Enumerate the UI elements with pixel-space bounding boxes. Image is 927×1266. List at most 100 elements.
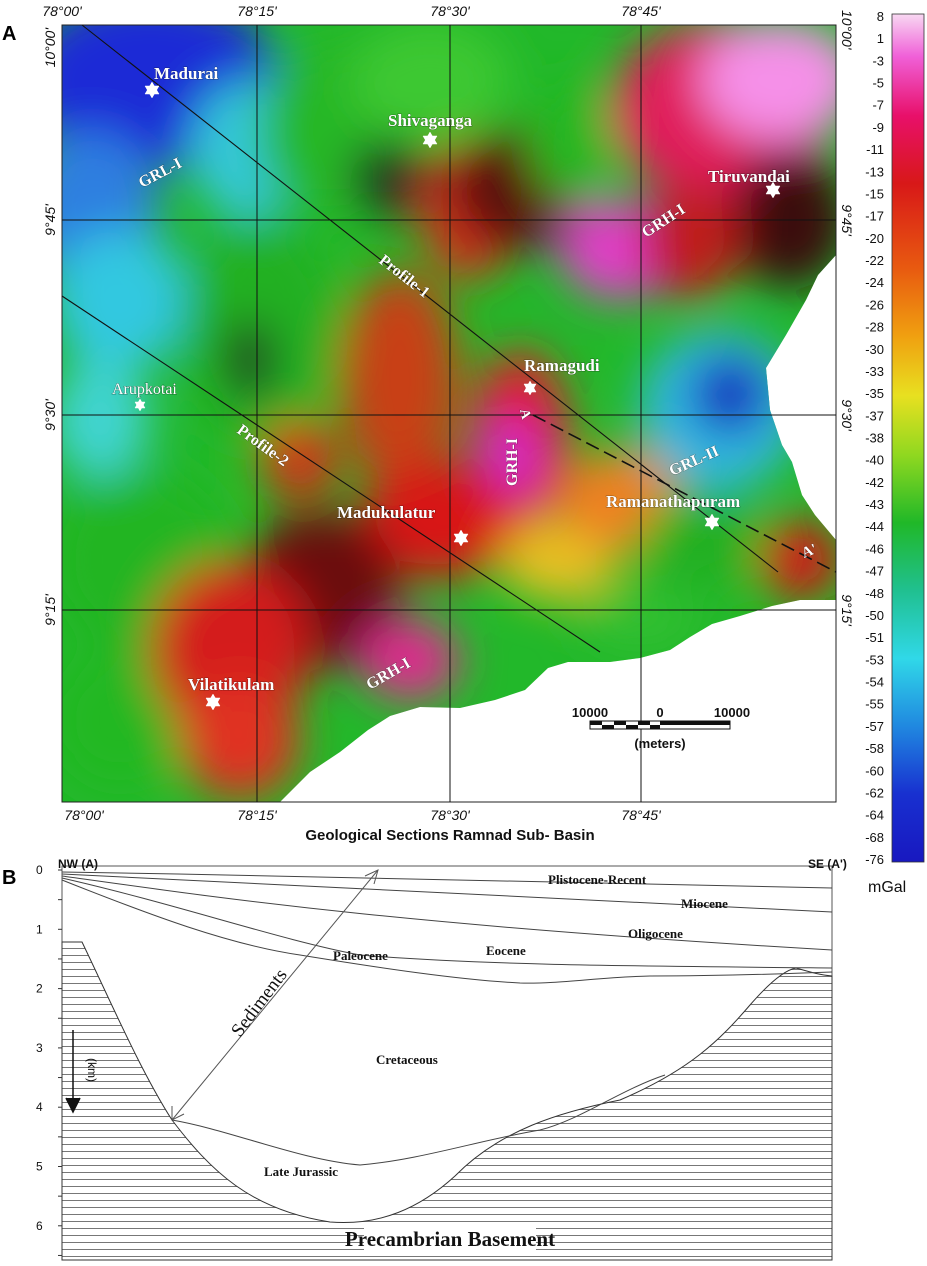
colorbar-tick-label: -76 (865, 852, 884, 867)
star-icon (453, 529, 469, 547)
latitude-labels-left: 10°00' 9°45' 9°30' 9°15' (42, 27, 58, 626)
scale-bar: 10000 0 10000 (meters) (572, 705, 750, 751)
svg-text:78°15': 78°15' (237, 3, 278, 19)
colorbar-tick-label: -37 (865, 408, 884, 423)
depth-unit: (km) (85, 1058, 99, 1082)
place-markers (134, 81, 781, 711)
svg-text:78°30': 78°30' (430, 807, 471, 823)
depth-tick-label: 3 (36, 1041, 43, 1055)
depth-tick-label: 1 (36, 922, 43, 936)
svg-text:78°45': 78°45' (621, 807, 662, 823)
layer-cretaceous: Cretaceous (376, 1052, 438, 1067)
label-precambrian-basement: Precambrian Basement (345, 1227, 555, 1251)
panel-a-label: A (2, 23, 16, 45)
label-grh-1-center: GRH-I (504, 438, 521, 486)
place-vilatikulam: Vilatikulam (188, 675, 274, 694)
place-madurai: Madurai (154, 64, 219, 83)
svg-text:0: 0 (656, 705, 663, 720)
colorbar-tick-label: -13 (865, 164, 884, 179)
colorbar-tick-label: -50 (865, 608, 884, 623)
depth-axis: 0 1 2 3 4 5 6 (36, 863, 62, 1256)
svg-text:78°00': 78°00' (64, 807, 105, 823)
place-tiruvandai: Tiruvandai (708, 167, 790, 186)
layer-eocene: Eocene (486, 943, 526, 958)
label-section-end: A' (800, 541, 820, 561)
section-a-a-line (532, 414, 837, 573)
svg-text:9°45': 9°45' (42, 203, 58, 236)
colorbar-tick-label: -55 (865, 697, 884, 712)
star-icon (134, 398, 146, 412)
colorbar-tick-label: -3 (872, 53, 884, 68)
colorbar-tick-label: -24 (865, 275, 884, 290)
svg-text:78°45': 78°45' (621, 3, 662, 19)
colorbar-tick-label: -11 (866, 142, 884, 157)
colorbar-tick-label: -57 (865, 719, 884, 734)
colorbar-tick-label: -5 (872, 76, 884, 91)
colorbar-tick-label: -47 (865, 564, 884, 579)
star-icon (523, 380, 537, 396)
graticule (62, 25, 836, 802)
colorbar-tick-label: -17 (865, 209, 884, 224)
colorbar-unit: mGal (868, 879, 906, 896)
layer-paleocene: Paleocene (333, 948, 388, 963)
svg-text:9°30': 9°30' (42, 398, 58, 431)
map-frame (61, 24, 837, 803)
colorbar-tick-label: -26 (865, 297, 884, 312)
place-madukulatur: Madukulatur (337, 503, 436, 522)
star-icon (422, 131, 438, 149)
svg-text:9°15': 9°15' (839, 594, 855, 627)
svg-text:9°30': 9°30' (839, 399, 855, 432)
colorbar-tick-label: -40 (865, 453, 884, 468)
svg-text:10°00': 10°00' (839, 10, 855, 51)
colorbar-tick-label: -51 (865, 630, 884, 645)
place-names: Madurai Shivaganga Tiruvandai Arupkotai … (112, 64, 791, 695)
place-ramagudi: Ramagudi (524, 356, 600, 375)
colorbar-tick-label: -44 (865, 519, 884, 534)
depth-tick-label: 0 (36, 863, 43, 877)
colorbar-tick-label: -20 (865, 231, 884, 246)
colorbar-tick-label: -68 (865, 830, 884, 845)
latitude-labels-right: 10°00' 9°45' 9°30' 9°15' (839, 10, 855, 627)
layer-plistocene: Plistocene-Recent (548, 872, 647, 887)
place-shivaganga: Shivaganga (388, 111, 473, 130)
place-ramanathapuram: Ramanathapuram (606, 492, 740, 511)
star-icon (765, 181, 781, 199)
svg-text:78°30': 78°30' (430, 3, 471, 19)
colorbar-tick-label: -64 (865, 808, 884, 823)
map-caption: Geological Sections Ramnad Sub- Basin (305, 827, 594, 844)
colorbar-tick-label: -7 (872, 98, 884, 113)
colorbar-tick-label: -28 (865, 320, 884, 335)
colorbar-tick-label: -46 (865, 541, 884, 556)
place-arupkotai: Arupkotai (112, 381, 177, 398)
colorbar-tick-label: -9 (872, 120, 884, 135)
svg-text:9°15': 9°15' (42, 593, 58, 626)
colorbar-tick-label: -58 (865, 741, 884, 756)
depth-tick-label: 5 (36, 1160, 43, 1174)
svg-text:(meters): (meters) (634, 736, 685, 751)
layer-miocene: Miocene (681, 896, 728, 911)
colorbar-tick-label: -15 (865, 186, 884, 201)
colorbar-tick-label: -38 (865, 431, 884, 446)
colorbar-tick-label: -42 (865, 475, 884, 490)
colorbar-tick-label: 1 (877, 31, 884, 46)
depth-tick-label: 2 (36, 982, 43, 996)
section-left-end: NW (A) (58, 857, 98, 871)
svg-text:10°00': 10°00' (42, 27, 58, 68)
layer-oligocene: Oligocene (628, 926, 683, 941)
cross-section: 0 1 2 3 4 5 6 (km) NW (A) SE (A') Plistocene-R… (36, 857, 847, 1261)
colorbar-labels: 8 1 -3 -5 -7 -9 -11 -13 -15 -17 -20 -22 -24 -26 -28 -30… (865, 9, 884, 867)
longitude-labels-top: 78°00' 78°15' 78°30' 78°45' (42, 3, 662, 19)
colorbar-tick-label: 8 (877, 9, 884, 24)
colorbar-tick-label: -22 (865, 253, 884, 268)
star-icon (205, 693, 221, 711)
colorbar-tick-label: -54 (865, 675, 884, 690)
svg-text:10000: 10000 (572, 705, 608, 720)
colorbar-tick-label: -43 (865, 497, 884, 512)
layer-late-jurassic: Late Jurassic (264, 1164, 338, 1179)
svg-text:78°00': 78°00' (42, 3, 83, 19)
colorbar-tick-label: -53 (865, 652, 884, 667)
colorbar-tick-label: -48 (865, 586, 884, 601)
colorbar-tick-label: -30 (865, 342, 884, 357)
profile-2-line (61, 295, 601, 653)
star-icon (704, 513, 720, 531)
